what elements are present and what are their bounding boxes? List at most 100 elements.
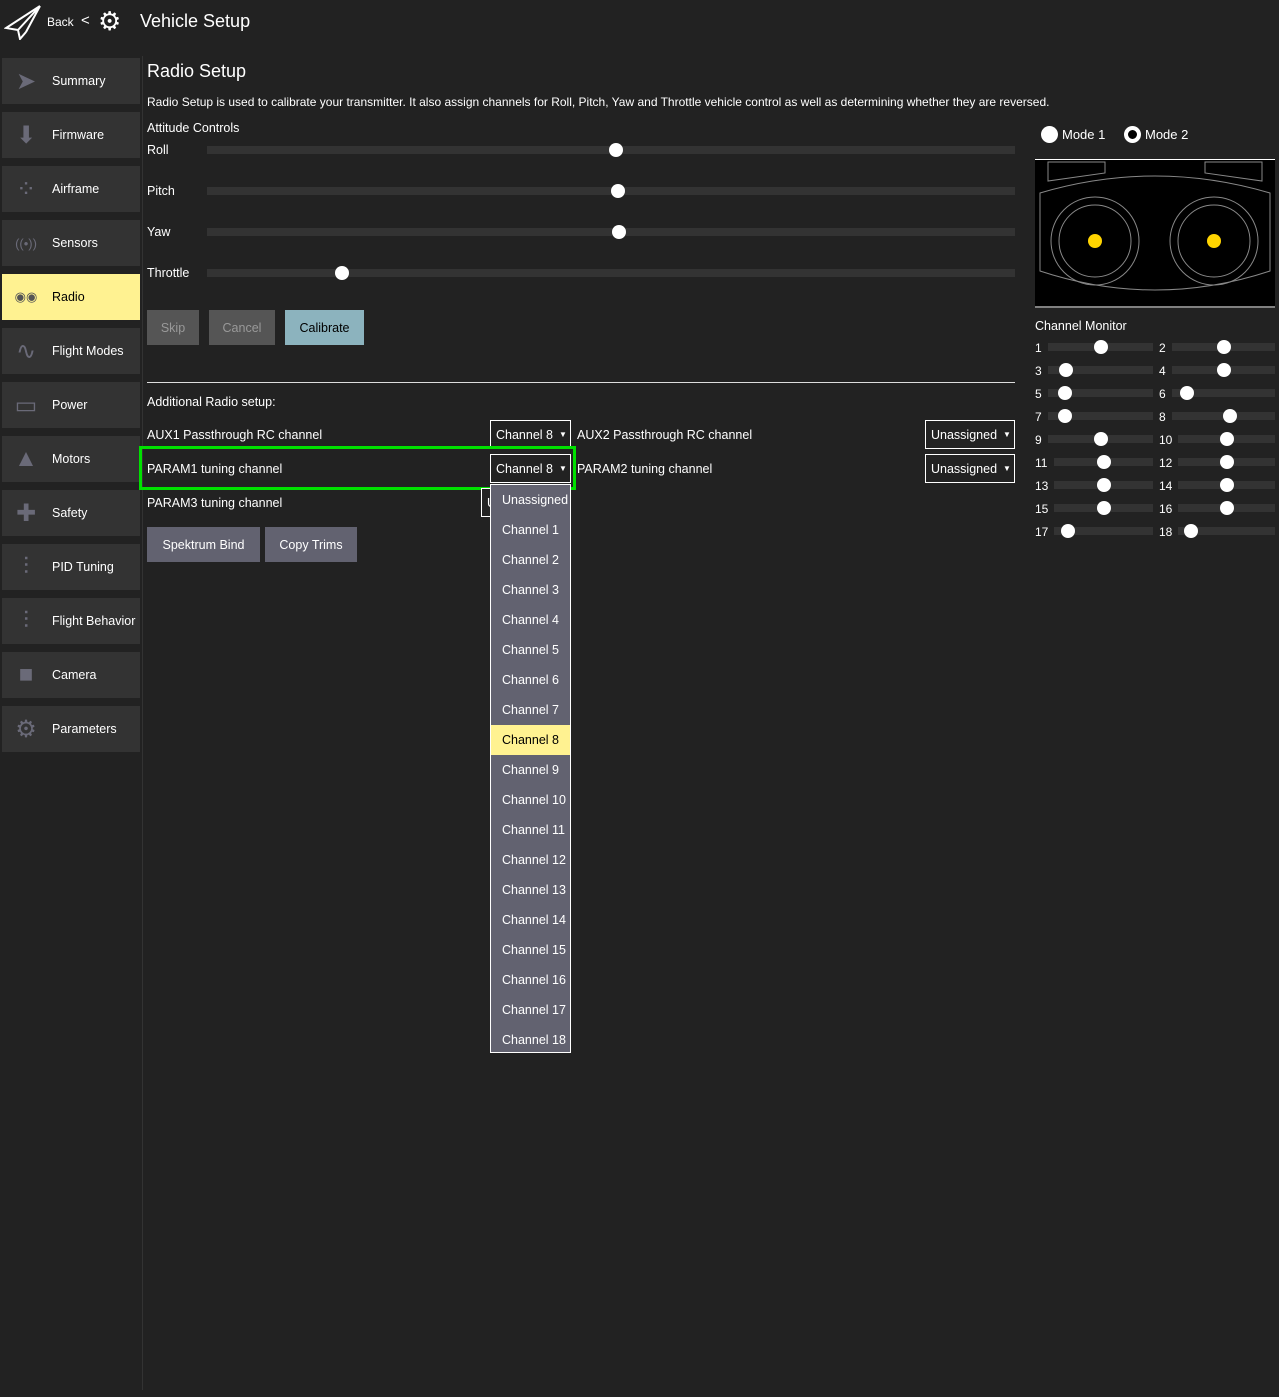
sidebar-item-sensors[interactable]: ((•)) Sensors bbox=[2, 220, 140, 266]
back-button[interactable]: Back bbox=[47, 15, 74, 29]
aux2-select[interactable]: Unassigned ▼ bbox=[925, 420, 1015, 449]
slider-knob[interactable] bbox=[612, 225, 627, 239]
dropdown-option[interactable]: Channel 10 bbox=[502, 793, 566, 807]
attitude-label-roll: Roll bbox=[147, 143, 169, 157]
sidebar-item-pid-tuning[interactable]: ⫶ PID Tuning bbox=[2, 544, 140, 590]
dropdown-option[interactable]: Channel 1 bbox=[502, 523, 559, 537]
transmitter-diagram bbox=[1035, 159, 1275, 308]
paper-plane-icon[interactable] bbox=[4, 4, 42, 40]
throttle-slider[interactable] bbox=[207, 266, 1015, 280]
paper-plane-icon: ➤ bbox=[15, 67, 37, 95]
dropdown-option[interactable]: Channel 14 bbox=[502, 913, 566, 927]
param2-select[interactable]: Unassigned ▼ bbox=[925, 454, 1015, 483]
param1-select[interactable]: Channel 8 ▼ bbox=[490, 454, 571, 483]
param3-value: Unassigned bbox=[487, 496, 491, 510]
sidebar-item-label: Firmware bbox=[52, 128, 105, 142]
channel-indicator bbox=[1057, 386, 1072, 400]
caret-down-icon: ▼ bbox=[559, 464, 567, 473]
pitch-slider[interactable] bbox=[207, 184, 1015, 198]
sidebar-item-safety[interactable]: ✚ Safety bbox=[2, 490, 140, 536]
sidebar-item-parameters[interactable]: ⚙ Parameters bbox=[2, 706, 140, 752]
dropdown-option[interactable]: Channel 5 bbox=[502, 643, 559, 657]
radio-checked-icon bbox=[1124, 126, 1141, 143]
param1-value: Channel 8 bbox=[496, 461, 553, 476]
skip-button[interactable]: Skip bbox=[147, 310, 199, 345]
dropdown-option[interactable]: Channel 9 bbox=[502, 763, 559, 777]
sidebar-item-radio[interactable]: ◉◉ Radio bbox=[2, 274, 140, 320]
highlight-box bbox=[139, 446, 576, 490]
channel-indicator bbox=[1222, 409, 1237, 423]
sidebar-item-flight-behavior[interactable]: ⫶ Flight Behavior bbox=[2, 598, 140, 644]
calibrate-button[interactable]: Calibrate bbox=[285, 310, 364, 345]
channel-monitor-bar bbox=[1178, 455, 1275, 469]
caret-down-icon: ▼ bbox=[1003, 464, 1011, 473]
channel-monitor-bar bbox=[1054, 455, 1153, 469]
sidebar-item-label: Motors bbox=[52, 452, 91, 466]
channel-monitor-bar bbox=[1178, 432, 1275, 446]
breadcrumb-separator: < bbox=[81, 12, 90, 29]
attitude-label-pitch: Pitch bbox=[147, 184, 175, 198]
dropdown-option[interactable]: Channel 15 bbox=[502, 943, 566, 957]
sidebar-item-flight-modes[interactable]: ∿ Flight Modes bbox=[2, 328, 140, 374]
attitude-label-throttle: Throttle bbox=[147, 266, 190, 280]
sidebar-item-label: Power bbox=[52, 398, 88, 412]
mode2-label: Mode 2 bbox=[1145, 127, 1189, 142]
caret-down-icon: ▼ bbox=[1003, 430, 1011, 439]
channel-number: 4 bbox=[1159, 364, 1166, 378]
section-description: Radio Setup is used to calibrate your tr… bbox=[147, 95, 1050, 109]
dropdown-option[interactable]: Channel 12 bbox=[502, 853, 566, 867]
dropdown-option[interactable]: Channel 3 bbox=[502, 583, 559, 597]
sidebar-item-label: Flight Modes bbox=[52, 344, 124, 358]
motor-icon: ▲ bbox=[14, 445, 38, 472]
channel-number: 6 bbox=[1159, 387, 1166, 401]
radio-unchecked-icon bbox=[1041, 126, 1058, 143]
dropdown-option[interactable]: Channel 2 bbox=[502, 553, 559, 567]
sidebar-item-summary[interactable]: ➤ Summary bbox=[2, 58, 140, 104]
first-aid-icon: ✚ bbox=[15, 499, 37, 527]
channel-monitor-bar bbox=[1172, 340, 1275, 354]
dropdown-option[interactable]: Channel 17 bbox=[502, 1003, 566, 1017]
dropdown-option[interactable]: Channel 18 bbox=[502, 1033, 566, 1047]
dropdown-option[interactable]: Unassigned bbox=[502, 493, 569, 507]
copy-trims-button[interactable]: Copy Trims bbox=[265, 527, 357, 562]
sliders-icon: ⫶ bbox=[23, 607, 29, 634]
dropdown-option[interactable]: Channel 11 bbox=[502, 823, 566, 837]
slider-knob[interactable] bbox=[334, 266, 349, 280]
channel-indicator bbox=[1097, 455, 1112, 469]
sidebar-item-label: Safety bbox=[52, 506, 88, 520]
dropdown-option[interactable]: Channel 6 bbox=[502, 673, 559, 687]
divider bbox=[147, 382, 1015, 383]
sidebar-item-firmware[interactable]: ⬇ Firmware bbox=[2, 112, 140, 158]
sidebar-item-airframe[interactable]: ⁘ Airframe bbox=[2, 166, 140, 212]
dropdown-option[interactable]: Channel 8 bbox=[491, 725, 570, 755]
mode1-radio[interactable]: Mode 1 bbox=[1041, 126, 1105, 143]
section-title: Radio Setup bbox=[147, 61, 247, 81]
sidebar-item-motors[interactable]: ▲ Motors bbox=[2, 436, 140, 482]
yaw-slider[interactable] bbox=[207, 225, 1015, 239]
aux1-label: AUX1 Passthrough RC channel bbox=[147, 428, 323, 442]
gears-icon: ⚙ bbox=[98, 6, 122, 36]
right-stick-indicator bbox=[1207, 234, 1221, 248]
slider-knob[interactable] bbox=[611, 184, 626, 198]
aux1-select[interactable]: Channel 8 ▼ bbox=[490, 420, 571, 449]
sidebar-item-power[interactable]: ▭ Power bbox=[2, 382, 140, 428]
channel-monitor-bar bbox=[1178, 501, 1275, 515]
dropdown-option[interactable]: Channel 13 bbox=[502, 883, 566, 897]
roll-slider[interactable] bbox=[207, 143, 1015, 157]
radio-transmitter-icon: ◉◉ bbox=[14, 289, 38, 304]
slider-knob[interactable] bbox=[608, 143, 623, 157]
dropdown-option[interactable]: Channel 7 bbox=[502, 703, 559, 717]
mode2-radio[interactable]: Mode 2 bbox=[1124, 126, 1188, 143]
dropdown-option[interactable]: Channel 16 bbox=[502, 973, 566, 987]
dropdown-option[interactable]: Channel 4 bbox=[502, 613, 559, 627]
channel-indicator bbox=[1219, 432, 1234, 446]
cancel-button[interactable]: Cancel bbox=[209, 310, 275, 345]
sidebar-item-camera[interactable]: ■ Camera bbox=[2, 652, 140, 698]
channel-number: 5 bbox=[1035, 387, 1042, 401]
attitude-controls-label: Attitude Controls bbox=[147, 121, 240, 135]
channel-number: 14 bbox=[1159, 479, 1173, 493]
param2-value: Unassigned bbox=[931, 461, 998, 476]
spektrum-bind-button[interactable]: Spektrum Bind bbox=[147, 527, 260, 562]
channel-dropdown-menu: Unassigned Channel 1 Channel 2 Channel 3 Cha… bbox=[490, 484, 571, 1053]
sidebar-item-label: Radio bbox=[52, 290, 85, 304]
